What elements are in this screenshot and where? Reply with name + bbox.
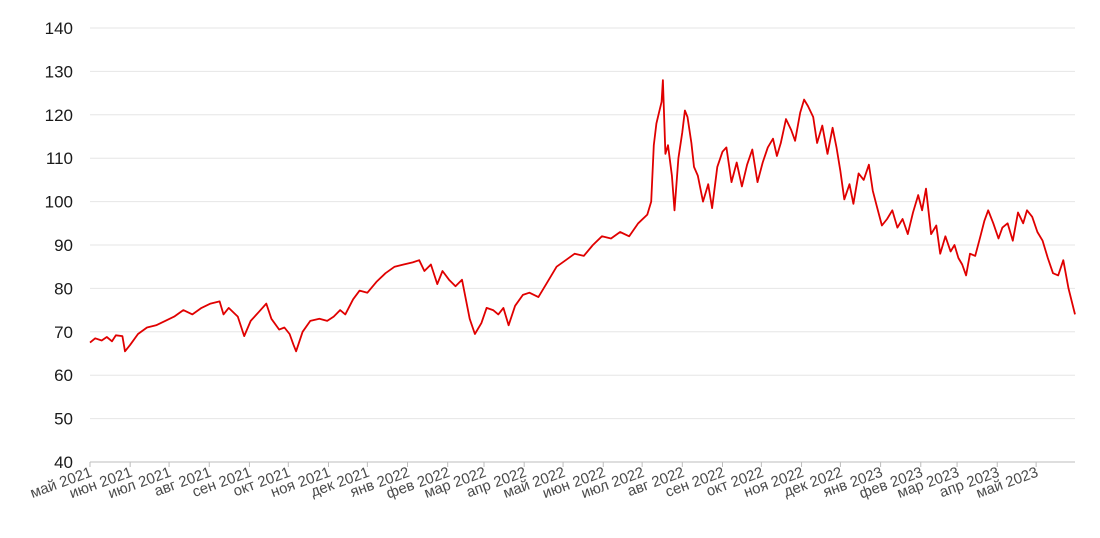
y-tick-label: 120 [45, 106, 73, 125]
y-tick-label: 140 [45, 19, 73, 38]
y-tick-label: 80 [54, 279, 73, 298]
x-axis [89, 461, 1075, 467]
y-axis-tick-labels: 40 50 60 70 80 90 100 110 120 130 140 [45, 19, 73, 472]
gridlines [90, 27, 1075, 420]
y-tick-label: 60 [54, 366, 73, 385]
y-tick-label: 110 [46, 149, 73, 168]
y-tick-label: 100 [45, 193, 73, 212]
y-tick-label: 130 [45, 62, 73, 81]
y-tick-label: 40 [54, 453, 73, 472]
y-tick-label: 90 [54, 236, 73, 255]
series [89, 79, 1076, 353]
series-line-0 [89, 79, 1076, 353]
y-tick-label: 70 [54, 323, 73, 342]
y-tick-label: 50 [54, 410, 73, 429]
